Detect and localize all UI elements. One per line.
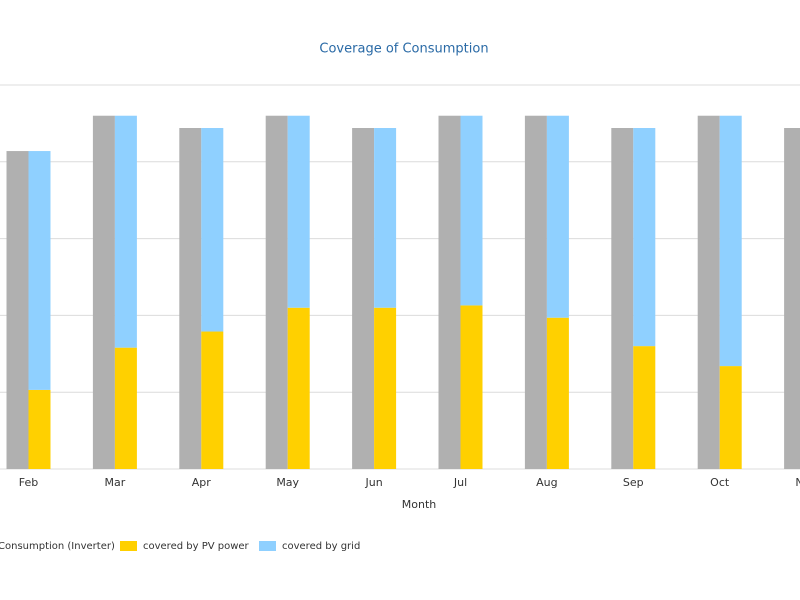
legend-swatch [120,541,137,551]
bar [6,151,29,469]
bar [546,115,569,318]
x-tick-label: Jul [453,476,467,489]
bar [784,128,800,469]
bar [28,151,51,390]
bar [28,389,51,469]
bar [374,128,397,308]
x-tick-label: Jun [365,476,383,489]
bar [438,115,461,469]
bar [179,128,202,469]
bar [633,128,656,347]
bar [114,115,137,348]
x-axis-title: Month [402,498,437,511]
bar [719,115,742,367]
bar [92,115,115,469]
bar [719,366,742,469]
bar [460,115,483,306]
legend-swatch [259,541,276,551]
bar [697,115,720,469]
bar [287,115,310,308]
x-tick-label: Aug [536,476,557,489]
chart-title: Coverage of Consumption [319,42,488,57]
bar [201,331,224,469]
x-tick-label: Apr [192,476,212,489]
legend-label: covered by grid [282,541,360,552]
bar [460,305,483,469]
legend-label: Consumption (Inverter) [0,541,115,552]
bar [524,115,547,469]
bar [201,128,224,332]
x-tick-label: Sep [623,476,644,489]
bar [114,347,137,469]
legend-label: covered by PV power [143,541,250,552]
bar [374,307,397,469]
x-tick-label: Mar [105,476,126,489]
x-tick-label: Nov [795,476,800,489]
bar [352,128,375,469]
bar [611,128,634,469]
bar [546,317,569,469]
x-tick-label: Oct [710,476,730,489]
bar [265,115,288,469]
x-tick-label: Feb [19,476,38,489]
bar [287,307,310,469]
bar [633,346,656,469]
x-tick-label: May [276,476,299,489]
